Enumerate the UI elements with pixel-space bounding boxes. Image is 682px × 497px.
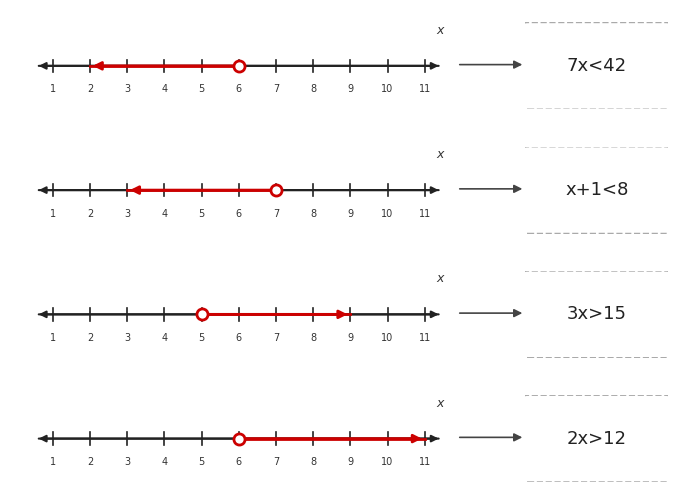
Text: 5: 5 [198, 84, 205, 94]
Text: 8: 8 [310, 333, 316, 343]
Text: 4: 4 [161, 84, 167, 94]
Text: 3x>15: 3x>15 [567, 305, 627, 324]
Text: 2: 2 [87, 333, 93, 343]
Text: 11: 11 [419, 209, 431, 219]
Text: 1: 1 [50, 84, 56, 94]
Text: 4: 4 [161, 333, 167, 343]
Text: 6: 6 [236, 84, 241, 94]
Text: 4: 4 [161, 457, 167, 467]
Text: 3: 3 [124, 333, 130, 343]
FancyBboxPatch shape [521, 395, 672, 482]
Text: 3: 3 [124, 209, 130, 219]
FancyBboxPatch shape [521, 147, 672, 234]
Text: 1: 1 [50, 209, 56, 219]
Text: 10: 10 [381, 84, 394, 94]
Text: 7: 7 [273, 84, 279, 94]
Text: 4: 4 [161, 209, 167, 219]
Text: 5: 5 [198, 457, 205, 467]
Text: 2: 2 [87, 209, 93, 219]
Text: 8: 8 [310, 84, 316, 94]
Text: 11: 11 [419, 333, 431, 343]
Text: 2: 2 [87, 457, 93, 467]
Text: 9: 9 [347, 457, 353, 467]
Text: 7: 7 [273, 333, 279, 343]
Text: 8: 8 [310, 457, 316, 467]
Text: 9: 9 [347, 209, 353, 219]
Text: 2x>12: 2x>12 [567, 429, 627, 448]
Text: 10: 10 [381, 457, 394, 467]
Text: 7x<42: 7x<42 [567, 57, 627, 75]
Text: x: x [436, 397, 443, 410]
Text: 3: 3 [124, 457, 130, 467]
Text: x: x [436, 148, 443, 161]
Text: 3: 3 [124, 84, 130, 94]
Text: 10: 10 [381, 209, 394, 219]
FancyBboxPatch shape [521, 22, 672, 109]
Text: 2: 2 [87, 84, 93, 94]
Text: x: x [436, 24, 443, 37]
Text: 11: 11 [419, 457, 431, 467]
Text: 1: 1 [50, 457, 56, 467]
FancyBboxPatch shape [521, 271, 672, 358]
Text: x+1<8: x+1<8 [565, 181, 628, 199]
Text: 1: 1 [50, 333, 56, 343]
Text: 8: 8 [310, 209, 316, 219]
Text: 10: 10 [381, 333, 394, 343]
Text: 6: 6 [236, 457, 241, 467]
Text: 7: 7 [273, 457, 279, 467]
Text: 5: 5 [198, 209, 205, 219]
Text: 6: 6 [236, 333, 241, 343]
Text: 6: 6 [236, 209, 241, 219]
Text: 9: 9 [347, 333, 353, 343]
Text: 5: 5 [198, 333, 205, 343]
Text: x: x [436, 272, 443, 285]
Text: 7: 7 [273, 209, 279, 219]
Text: 11: 11 [419, 84, 431, 94]
Text: 9: 9 [347, 84, 353, 94]
